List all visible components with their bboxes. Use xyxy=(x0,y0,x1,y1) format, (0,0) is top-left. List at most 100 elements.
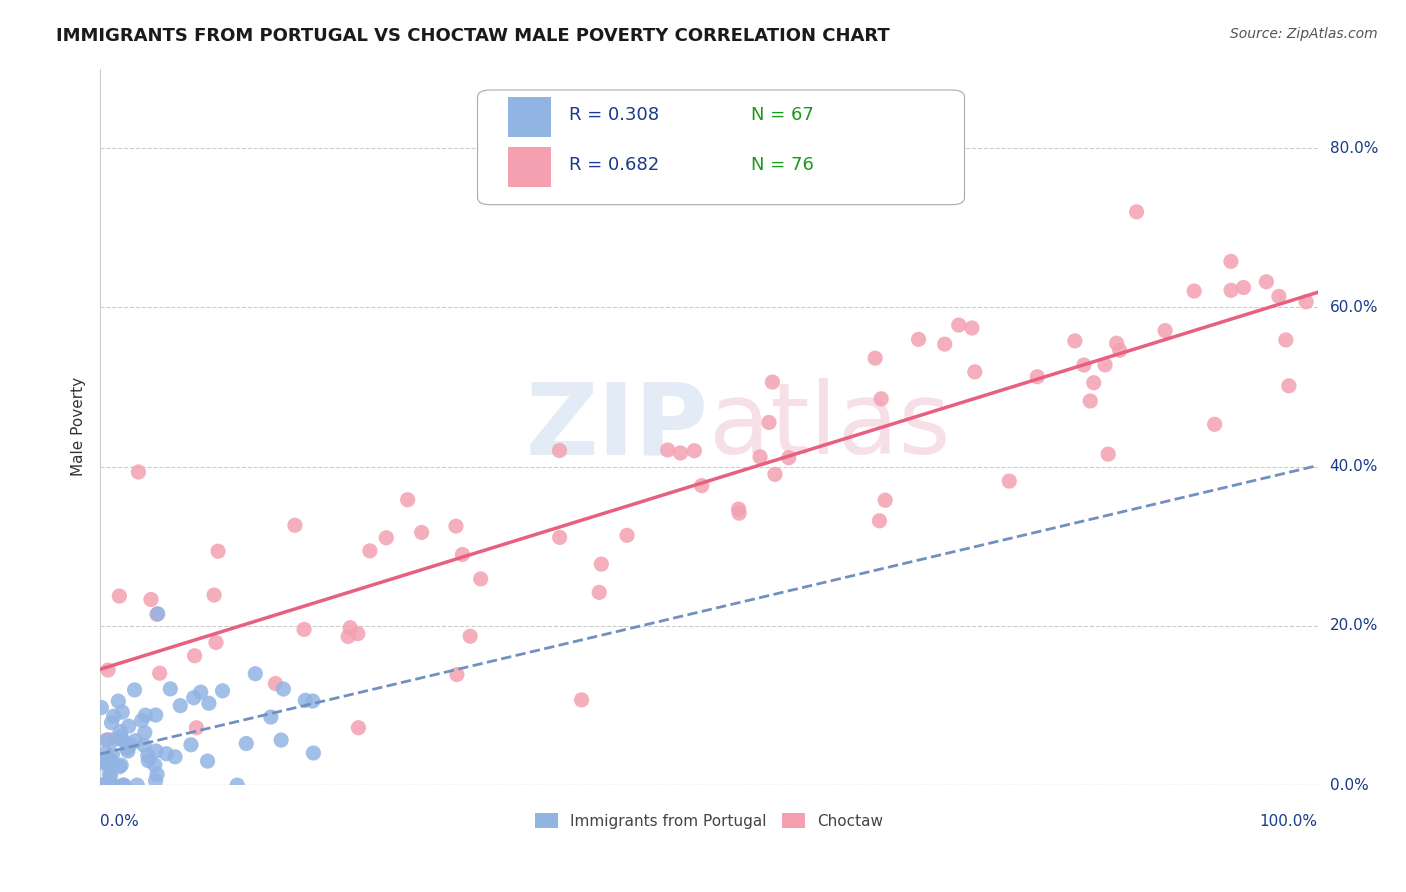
Point xyxy=(183,690,205,705)
Point xyxy=(588,585,610,599)
Point xyxy=(470,572,492,586)
Point xyxy=(907,332,929,346)
Point xyxy=(1097,447,1119,461)
Point xyxy=(127,778,149,792)
Point xyxy=(97,663,120,677)
Point xyxy=(118,719,141,733)
Point xyxy=(444,519,467,533)
Point xyxy=(301,694,323,708)
Point xyxy=(111,778,134,792)
Point xyxy=(294,693,316,707)
Point xyxy=(91,778,114,792)
Point xyxy=(186,721,208,735)
Point xyxy=(98,778,121,792)
Point xyxy=(155,747,177,761)
Point xyxy=(1295,294,1317,309)
Point xyxy=(863,351,886,366)
Text: N = 67: N = 67 xyxy=(751,106,814,124)
Point xyxy=(101,747,124,761)
Point xyxy=(143,758,166,772)
Point xyxy=(117,744,139,758)
Point xyxy=(260,710,283,724)
Point xyxy=(273,681,295,696)
Point xyxy=(94,746,117,760)
Point xyxy=(205,635,228,649)
Text: IMMIGRANTS FROM PORTUGAL VS CHOCTAW MALE POVERTY CORRELATION CHART: IMMIGRANTS FROM PORTUGAL VS CHOCTAW MALE… xyxy=(56,27,890,45)
Text: R = 0.682: R = 0.682 xyxy=(569,156,659,174)
Point xyxy=(868,514,890,528)
Point xyxy=(100,769,122,783)
Point xyxy=(1232,280,1254,294)
Point xyxy=(548,530,571,544)
Text: 0.0%: 0.0% xyxy=(1330,778,1368,793)
Point xyxy=(120,738,142,752)
Point xyxy=(963,365,986,379)
Point xyxy=(93,778,115,792)
Point xyxy=(136,754,159,768)
Point xyxy=(97,732,120,747)
Point xyxy=(270,733,292,747)
Point xyxy=(110,758,132,772)
Point xyxy=(1105,336,1128,351)
Text: atlas: atlas xyxy=(709,378,950,475)
Point xyxy=(657,442,679,457)
Point xyxy=(100,715,122,730)
Point xyxy=(690,478,713,492)
Point xyxy=(1083,376,1105,390)
Point xyxy=(103,778,125,792)
Text: 60.0%: 60.0% xyxy=(1330,300,1378,315)
Point xyxy=(446,667,468,681)
Point xyxy=(761,375,783,389)
Point xyxy=(146,607,169,621)
Text: R = 0.308: R = 0.308 xyxy=(569,106,659,124)
Point xyxy=(101,778,124,792)
Point xyxy=(245,666,267,681)
Point xyxy=(145,744,167,758)
Point xyxy=(934,337,956,351)
Point xyxy=(960,321,983,335)
Point xyxy=(98,767,121,781)
Point xyxy=(1278,379,1301,393)
Point xyxy=(101,756,124,770)
Point xyxy=(226,778,249,792)
Point xyxy=(96,733,118,747)
Point xyxy=(107,694,129,708)
Point xyxy=(875,493,897,508)
Point xyxy=(145,708,167,723)
Point xyxy=(339,621,361,635)
Point xyxy=(183,648,205,663)
Text: 100.0%: 100.0% xyxy=(1260,814,1317,829)
Point xyxy=(359,544,381,558)
Point xyxy=(134,708,156,723)
FancyBboxPatch shape xyxy=(478,90,965,204)
FancyBboxPatch shape xyxy=(508,147,551,186)
Point xyxy=(111,705,134,719)
Point xyxy=(136,748,159,763)
Point xyxy=(124,682,146,697)
Point xyxy=(758,416,780,430)
Point xyxy=(763,467,786,482)
Text: N = 76: N = 76 xyxy=(751,156,814,174)
Point xyxy=(683,443,706,458)
Point xyxy=(165,749,187,764)
FancyBboxPatch shape xyxy=(508,97,551,136)
Point xyxy=(548,443,571,458)
Text: ZIP: ZIP xyxy=(526,378,709,475)
Point xyxy=(1108,343,1130,358)
Point xyxy=(110,730,132,744)
Point xyxy=(1220,254,1243,268)
Point xyxy=(103,709,125,723)
Y-axis label: Male Poverty: Male Poverty xyxy=(72,377,86,476)
Point xyxy=(1125,204,1147,219)
Point xyxy=(778,450,800,465)
Point xyxy=(159,681,181,696)
Point xyxy=(347,626,370,640)
Point xyxy=(1268,289,1291,303)
Point xyxy=(591,557,613,571)
Point xyxy=(100,753,122,767)
Point xyxy=(1094,358,1116,372)
Point xyxy=(108,760,131,774)
Point xyxy=(396,492,419,507)
Point xyxy=(132,739,155,753)
Point xyxy=(302,746,325,760)
